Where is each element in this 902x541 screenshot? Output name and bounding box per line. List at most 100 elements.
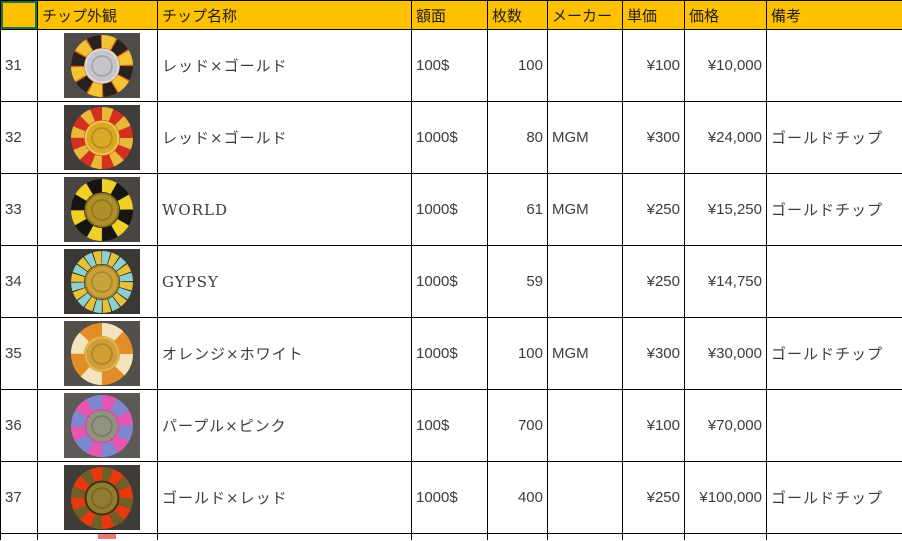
cell-maker[interactable] [547,389,623,462]
partial-cell[interactable] [766,533,902,540]
cell-count[interactable]: 100 [487,29,548,102]
header-cell-price[interactable]: 価格 [684,0,767,30]
cell-chip-image[interactable] [37,29,158,102]
cell-maker[interactable]: MGM [547,101,623,174]
header-cell-rownum[interactable] [0,0,38,30]
cell-denomination[interactable]: 1000$ [411,173,488,246]
partial-cell[interactable] [0,533,38,540]
header-cell-maker[interactable]: メーカー [547,0,623,30]
cell-unit-price[interactable]: ¥250 [622,173,685,246]
table-row: 31 レッド×ゴールド 100$ 100 ¥100 ¥10,000 [0,29,902,102]
orange-white-chip-icon[interactable] [64,321,140,386]
cell-maker[interactable]: MGM [547,173,623,246]
header-cell-chip-image[interactable]: チップ外観 [37,0,158,30]
header-cell-chip-name[interactable]: チップ名称 [157,0,412,30]
table-row: 33 WORLD 1000$ 61 MGM ¥250 ¥15,250 ゴールドチ… [0,173,902,246]
cell-maker[interactable] [547,29,623,102]
cell-chip-name[interactable]: パープル×ピンク [157,389,412,462]
cell-count[interactable]: 400 [487,461,548,534]
cell-chip-image[interactable] [37,173,158,246]
gold-red-chip-icon[interactable] [64,465,140,530]
partial-cell[interactable] [547,533,623,540]
header-cell-note[interactable]: 備考 [766,0,902,30]
header-cell-denomination[interactable]: 額面 [411,0,488,30]
cell-note[interactable] [766,29,902,102]
header-cell-unit-price[interactable]: 単価 [622,0,685,30]
cell-price[interactable]: ¥14,750 [684,245,767,318]
black-yellow-chip-icon[interactable] [64,177,140,242]
cell-unit-price[interactable]: ¥100 [622,389,685,462]
partial-cell[interactable] [411,533,488,540]
cell-row-number[interactable]: 33 [0,173,38,246]
cell-note[interactable]: ゴールドチップ [766,461,902,534]
cell-row-number[interactable]: 37 [0,461,38,534]
cell-denomination[interactable]: 1000$ [411,461,488,534]
red-gold-chip-icon[interactable] [64,105,140,170]
cell-note[interactable] [766,389,902,462]
cell-chip-image[interactable] [37,461,158,534]
cell-price[interactable]: ¥24,000 [684,101,767,174]
cell-denomination[interactable]: 100$ [411,389,488,462]
cell-chip-image[interactable] [37,389,158,462]
cell-count[interactable]: 61 [487,173,548,246]
cell-chip-image[interactable] [37,245,158,318]
cell-note[interactable]: ゴールドチップ [766,101,902,174]
cell-note[interactable] [766,245,902,318]
cell-price[interactable]: ¥70,000 [684,389,767,462]
cell-price[interactable]: ¥30,000 [684,317,767,390]
cell-denomination[interactable]: 1000$ [411,101,488,174]
cell-chip-name[interactable]: オレンジ×ホワイト [157,317,412,390]
red-gold-chip-silver-center-icon[interactable] [64,33,140,98]
purple-pink-chip-icon[interactable] [64,393,140,458]
cell-price[interactable]: ¥15,250 [684,173,767,246]
cell-chip-name[interactable]: ゴールド×レッド [157,461,412,534]
table-row: 37 ゴールド×レッド 1000$ 400 ¥250 ¥100,000 ゴールド… [0,461,902,534]
partial-cell[interactable] [622,533,685,540]
cell-note[interactable]: ゴールドチップ [766,173,902,246]
partial-cell[interactable] [487,533,548,540]
cell-price[interactable]: ¥100,000 [684,461,767,534]
black-blue-gold-chip-icon[interactable] [64,249,140,314]
cell-row-number[interactable]: 36 [0,389,38,462]
next-chip-photo-sliver-icon [98,534,116,540]
cell-note[interactable]: ゴールドチップ [766,317,902,390]
partial-cell[interactable] [157,533,412,540]
cell-unit-price[interactable]: ¥250 [622,245,685,318]
cell-row-number[interactable]: 34 [0,245,38,318]
cell-chip-image[interactable] [37,101,158,174]
cell-row-number[interactable]: 35 [0,317,38,390]
partial-next-row [0,533,902,540]
table-row: 34 GYPSY 1000$ 59 ¥250 ¥14,750 [0,245,902,318]
cell-unit-price[interactable]: ¥250 [622,461,685,534]
cell-count[interactable]: 700 [487,389,548,462]
cell-maker[interactable]: MGM [547,317,623,390]
cell-denomination[interactable]: 1000$ [411,317,488,390]
cell-count[interactable]: 59 [487,245,548,318]
partial-cell[interactable] [684,533,767,540]
cell-count[interactable]: 100 [487,317,548,390]
cell-price[interactable]: ¥10,000 [684,29,767,102]
cell-maker[interactable] [547,461,623,534]
cell-chip-image[interactable] [37,317,158,390]
cell-chip-name[interactable]: WORLD [157,173,412,246]
cell-row-number[interactable]: 31 [0,29,38,102]
header-row: チップ外観 チップ名称 額面 枚数 メーカー 単価 価格 備考 [0,0,902,30]
cell-maker[interactable] [547,245,623,318]
cell-denomination[interactable]: 100$ [411,29,488,102]
table-row: 36 パープル×ピンク 100$ 700 ¥100 ¥70,000 [0,389,902,462]
cell-unit-price[interactable]: ¥300 [622,101,685,174]
cell-chip-name[interactable]: レッド×ゴールド [157,101,412,174]
partial-cell[interactable] [37,533,158,540]
cell-count[interactable]: 80 [487,101,548,174]
table-row: 32 レッド×ゴールド 1000$ 80 MGM ¥300 ¥24,000 ゴー… [0,101,902,174]
cell-unit-price[interactable]: ¥300 [622,317,685,390]
cell-chip-name[interactable]: GYPSY [157,245,412,318]
cell-row-number[interactable]: 32 [0,101,38,174]
cell-unit-price[interactable]: ¥100 [622,29,685,102]
cell-chip-name[interactable]: レッド×ゴールド [157,29,412,102]
header-cell-count[interactable]: 枚数 [487,0,548,30]
cell-denomination[interactable]: 1000$ [411,245,488,318]
table-row: 35 オレンジ×ホワイト 1000$ 100 MGM ¥300 ¥30,000 … [0,317,902,390]
